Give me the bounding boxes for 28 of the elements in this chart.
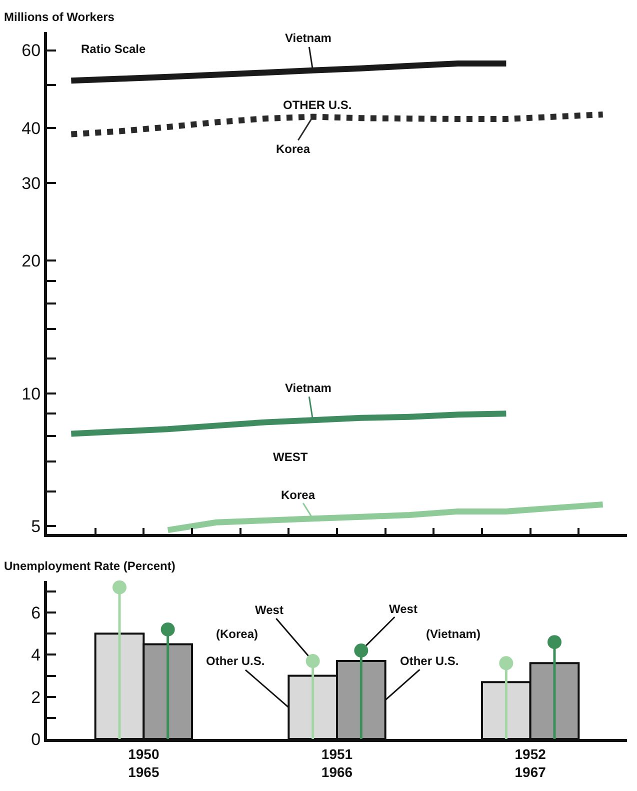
legend-label: Korea xyxy=(276,142,310,156)
series-label: Other U.S. xyxy=(400,654,459,668)
y-tick-label: 10 xyxy=(22,384,41,404)
text: West xyxy=(255,603,284,617)
y-axis-title: Unemployment Rate (Percent) xyxy=(4,559,176,573)
annotation: (Korea) xyxy=(216,627,258,641)
y-tick-label: 20 xyxy=(22,252,41,271)
x-tick-label: 1950 1965 xyxy=(128,746,160,780)
text: Other U.S. xyxy=(206,654,265,668)
text: Vietnam xyxy=(285,31,332,45)
annotation: Ratio Scale xyxy=(81,42,146,56)
y-axis-title: Millions of Workers xyxy=(4,10,115,24)
y-tick-label: 6 xyxy=(31,604,41,623)
y-tick-label: 30 xyxy=(22,174,41,193)
y-tick-label: 5 xyxy=(31,517,41,536)
y-tick-label: 60 xyxy=(22,41,41,60)
y-tick-label: 40 xyxy=(22,118,41,138)
series-label: Korea xyxy=(281,488,316,502)
y-tick-label: 2 xyxy=(31,688,41,707)
annotation: WEST xyxy=(273,450,308,464)
text: West xyxy=(389,602,418,616)
annotation: (Vietnam) xyxy=(426,627,480,641)
x-tick-label: 1951 1966 xyxy=(321,746,353,780)
text: Vietnam xyxy=(285,381,332,395)
x-tick-label: 1952 1967 xyxy=(514,746,546,780)
y-tick-label: 4 xyxy=(31,646,41,665)
annotation: OTHER U.S. xyxy=(283,98,352,112)
y-tick-label: 0 xyxy=(31,730,41,749)
